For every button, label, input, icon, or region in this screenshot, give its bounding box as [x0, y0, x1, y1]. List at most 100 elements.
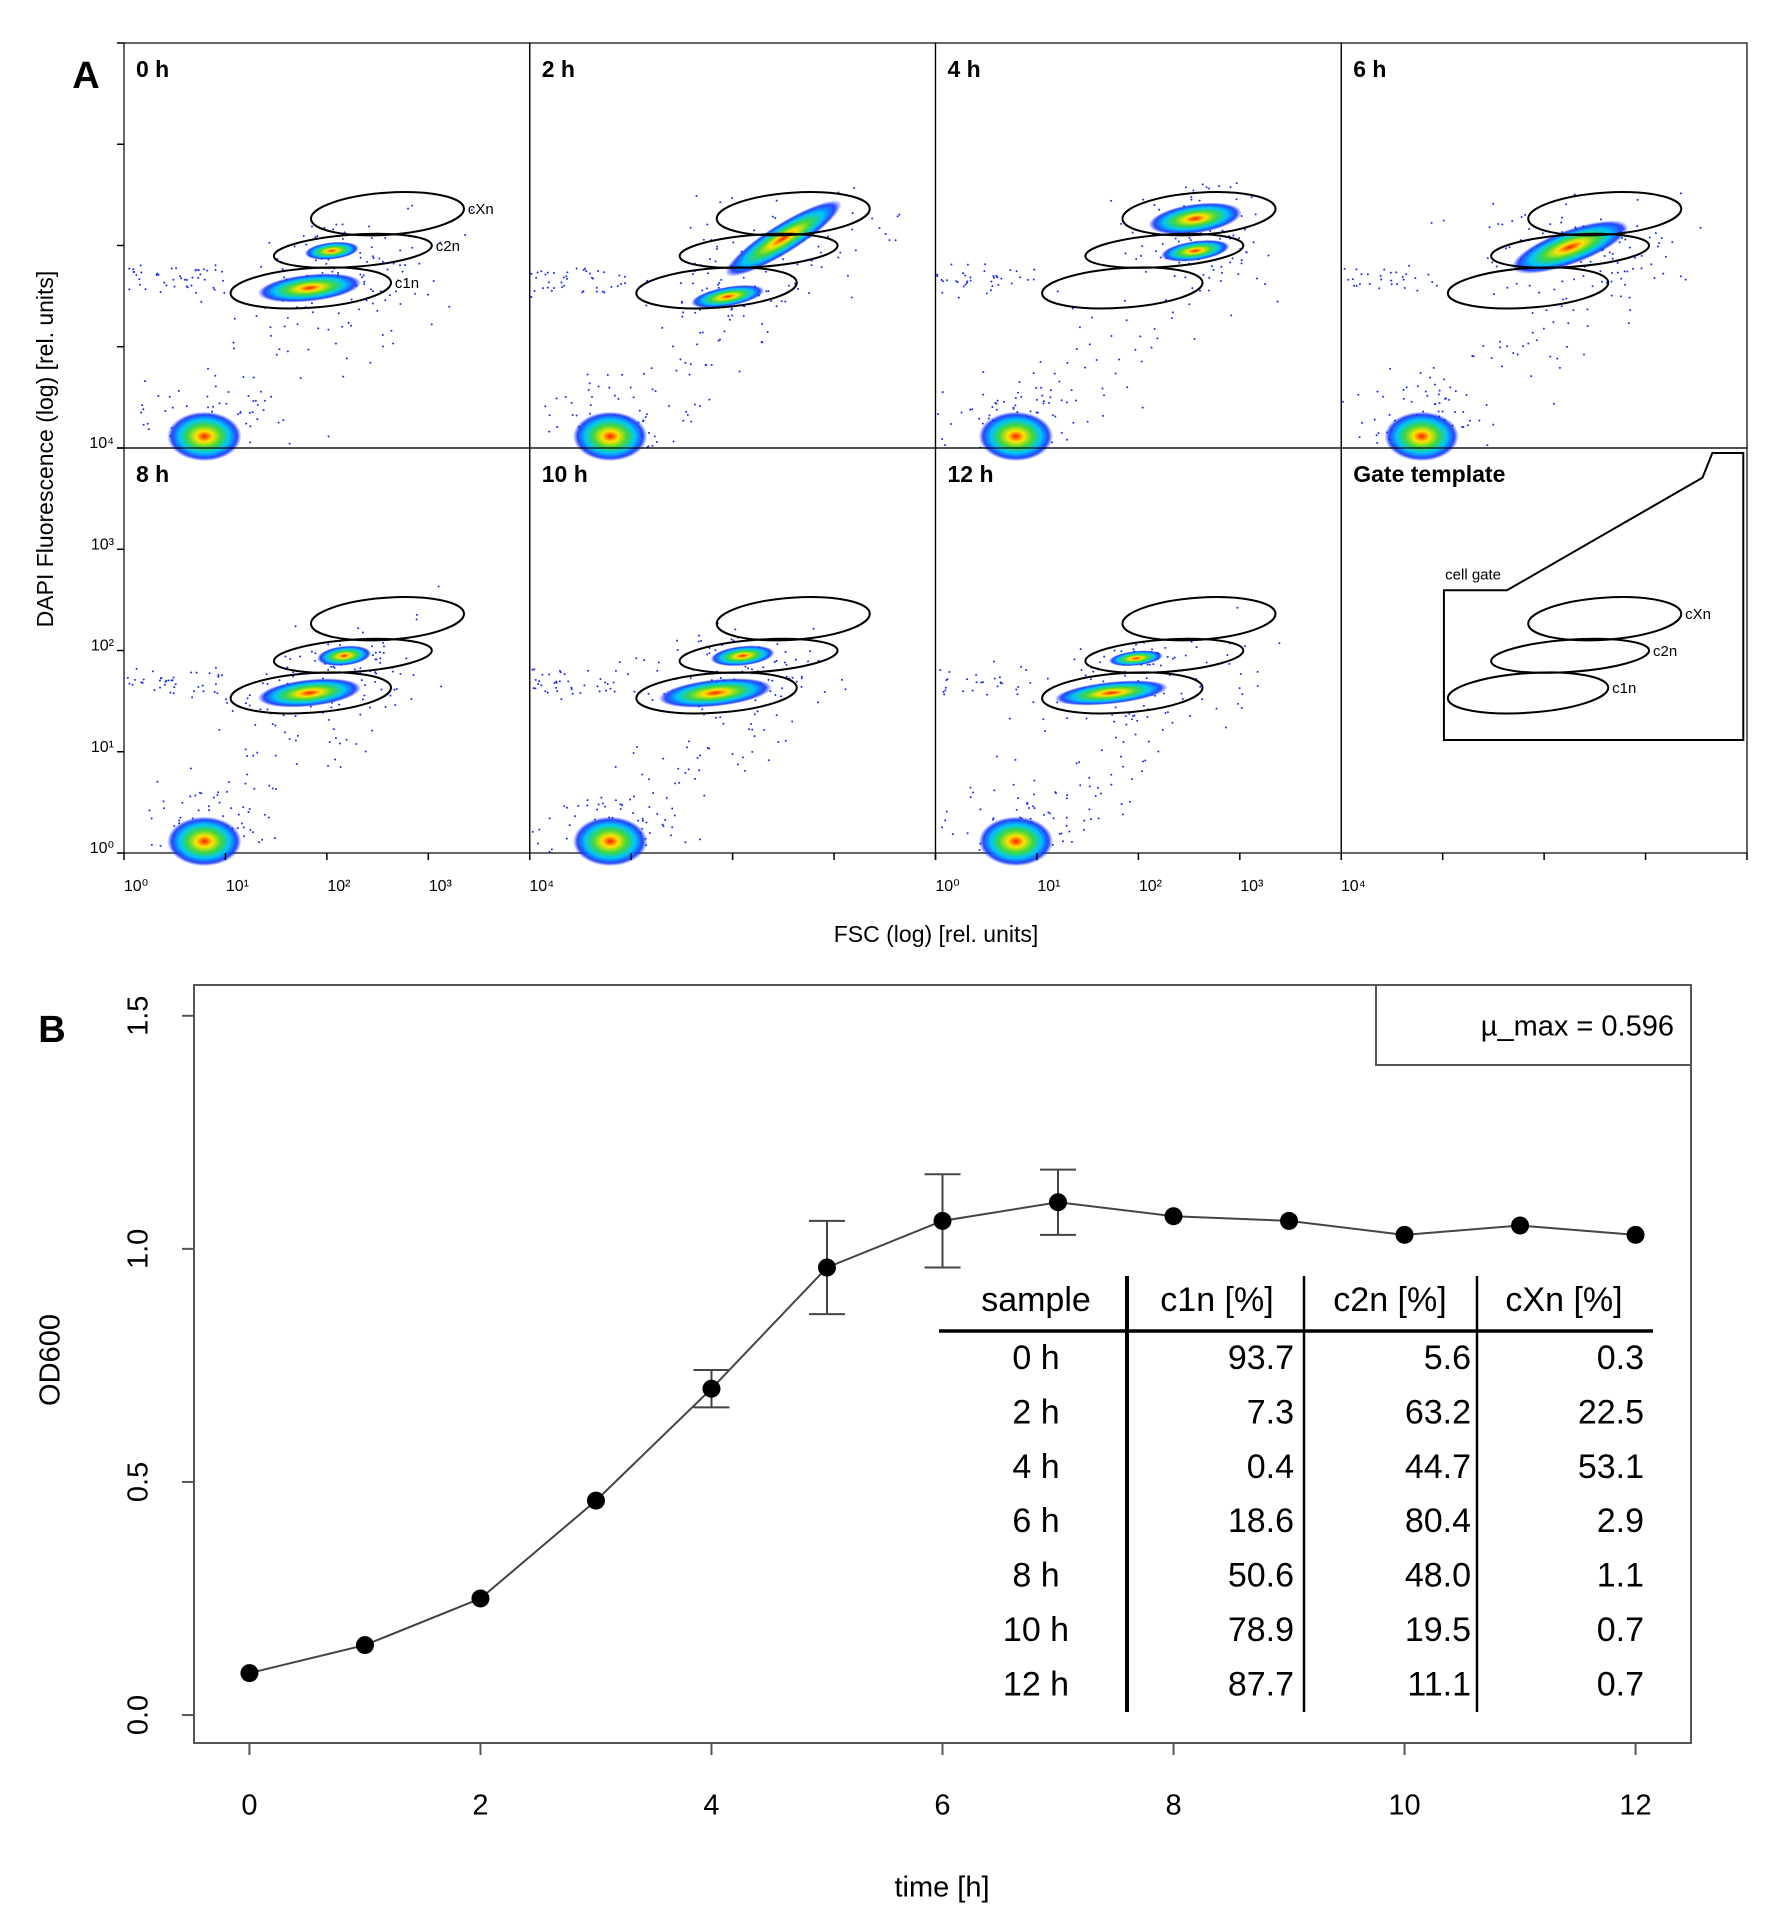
scatter-dot	[795, 680, 798, 683]
scatter-dot	[221, 279, 224, 282]
scatter-dot	[1238, 687, 1241, 690]
scatter-dot	[1220, 271, 1223, 274]
scatter-dot	[361, 631, 364, 634]
scatter-dot	[1060, 399, 1063, 402]
scatter-dot	[283, 325, 286, 328]
scatter-dot	[371, 255, 374, 258]
scatter-dot	[332, 728, 335, 731]
scatter-dot	[1629, 309, 1632, 312]
scatter-dot	[217, 673, 220, 676]
scatter-dot	[1582, 275, 1585, 278]
panel-title: 4 h	[948, 56, 981, 82]
scatter-dot	[1089, 818, 1092, 821]
scatter-dot	[898, 213, 901, 216]
scatter-dot	[1389, 271, 1392, 274]
scatter-dot	[563, 284, 566, 287]
scatter-dot	[294, 715, 297, 718]
scatter-dot	[603, 805, 606, 808]
scatter-dot	[1065, 797, 1068, 800]
scatter-dot	[533, 290, 536, 293]
scatter-dot	[1383, 268, 1386, 271]
scatter-dot	[642, 372, 645, 375]
scatter-dot	[618, 661, 621, 664]
scatter-dot	[1145, 677, 1148, 680]
scatter-dot	[1240, 259, 1243, 262]
scatter-dot	[536, 271, 539, 274]
scatter-dot	[645, 413, 648, 416]
x-tick-label: 10¹	[1037, 878, 1060, 895]
scatter-dot	[840, 678, 843, 681]
scatter-dot	[288, 737, 291, 740]
scatter-dot	[723, 330, 726, 333]
scatter-dot	[1082, 828, 1085, 831]
scatter-dot	[553, 682, 556, 685]
scatter-dot	[1437, 393, 1440, 396]
panel-title: Gate template	[1353, 461, 1505, 487]
density-cloud	[1511, 220, 1629, 274]
density-cloud	[573, 411, 648, 462]
scatter-dot	[719, 677, 722, 680]
scatter-dot	[536, 842, 539, 845]
scatter-dot	[256, 751, 259, 754]
scatter-dot	[1634, 256, 1637, 259]
scatter-dot	[1424, 390, 1427, 393]
scatter-dot	[810, 264, 813, 267]
scatter-dot	[1177, 240, 1180, 243]
scatter-dot	[743, 769, 746, 772]
table-header: c1n [%]	[1160, 1281, 1273, 1319]
scatter-dot	[186, 286, 189, 289]
scatter-dot	[159, 291, 162, 294]
scatter-dot	[623, 275, 626, 278]
scatter-dot	[1229, 261, 1232, 264]
scatter-dot	[689, 676, 692, 679]
scatter-dot	[225, 698, 228, 701]
scatter-dot	[571, 413, 574, 416]
scatter-dot	[807, 660, 810, 663]
scatter-dot	[629, 798, 632, 801]
scatter-dot	[1174, 237, 1177, 240]
scatter-dot	[1028, 807, 1031, 810]
scatter-dot	[389, 694, 392, 697]
scatter-dot	[988, 414, 991, 417]
scatter-dot	[1432, 366, 1435, 369]
scatter-dot	[439, 241, 442, 244]
scatter-dot	[853, 187, 856, 190]
scatter-dot	[1161, 243, 1164, 246]
table-cell: 93.7	[1228, 1339, 1294, 1377]
scatter-dot	[325, 262, 328, 265]
scatter-dot	[784, 300, 787, 303]
scatter-dot	[330, 665, 333, 668]
gate	[272, 232, 433, 269]
scatter-dot	[1653, 277, 1656, 280]
scatter-dot	[945, 279, 948, 282]
scatter-dot	[1017, 797, 1020, 800]
scatter-dot	[1522, 345, 1525, 348]
scatter-dot	[1378, 287, 1381, 290]
data-point	[817, 1258, 836, 1277]
scatter-dot	[172, 278, 175, 281]
scatter-dot	[363, 280, 366, 283]
table-cell: 50.6	[1228, 1557, 1294, 1595]
scatter-dot	[530, 296, 533, 299]
scatter-dot	[1530, 375, 1533, 378]
scatter-dot	[672, 440, 675, 443]
scatter-dot	[381, 345, 384, 348]
scatter-dot	[689, 226, 692, 229]
scatter-dot	[1184, 654, 1187, 657]
scatter-dot	[1035, 386, 1038, 389]
density-panel: Gate template cXn c2n c1n cell gate	[1340, 447, 1748, 860]
scatter-dot	[531, 830, 534, 833]
x-axis-label: time [h]	[894, 1872, 989, 1904]
scatter-dot	[302, 234, 305, 237]
scatter-dot	[227, 781, 230, 784]
scatter-dot	[991, 406, 994, 409]
scatter-dot	[1171, 311, 1174, 314]
scatter-dot	[1159, 664, 1162, 667]
scatter-dot	[1184, 186, 1187, 189]
gate	[1527, 596, 1683, 642]
scatter-dot	[1560, 305, 1563, 308]
scatter-dot	[944, 689, 947, 692]
scatter-dot	[1616, 271, 1619, 274]
scatter-dot	[363, 283, 366, 286]
scatter-dot	[1173, 656, 1176, 659]
